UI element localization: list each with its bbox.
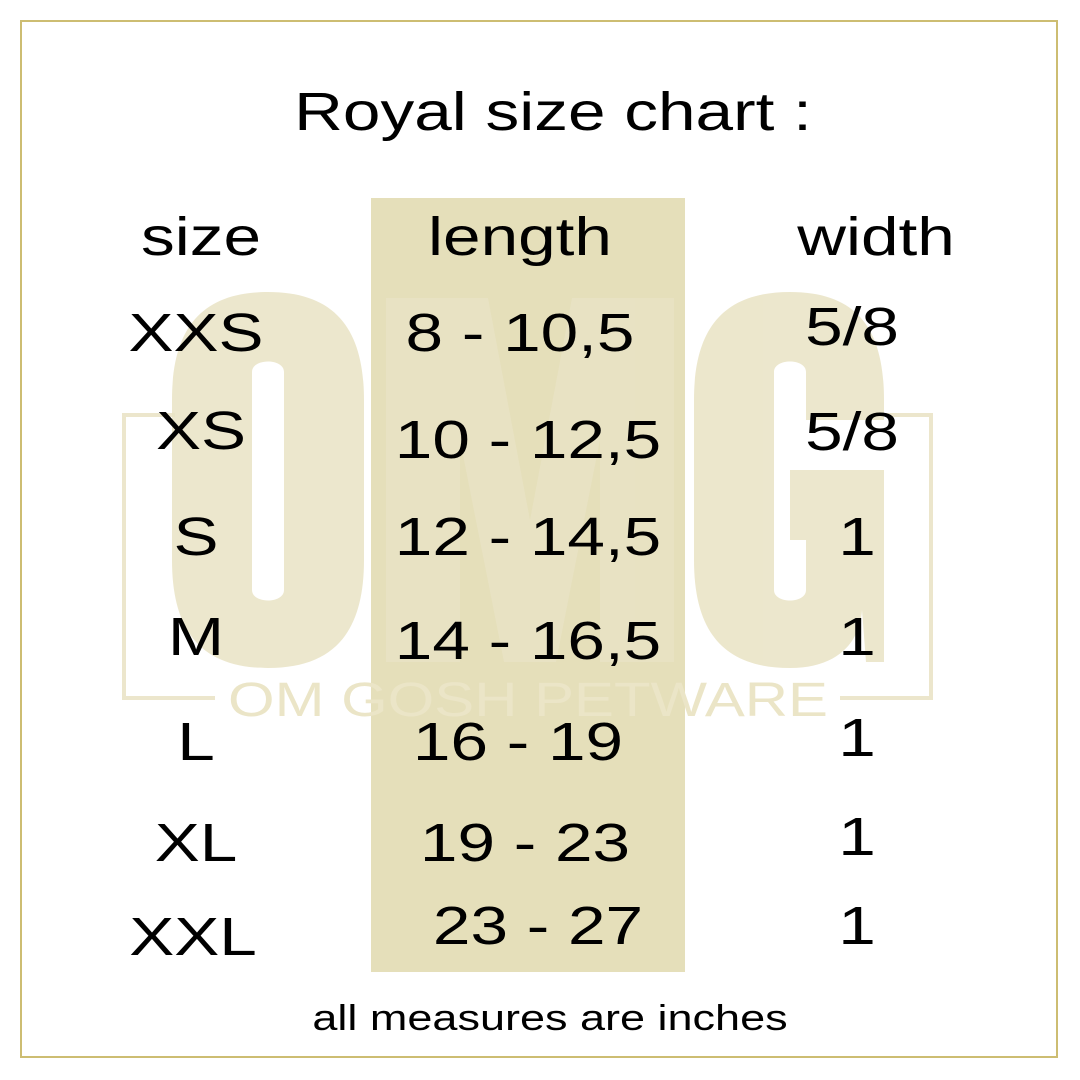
header-width: width — [797, 207, 955, 267]
size-cell: S — [173, 507, 219, 567]
width-cell: 1 — [838, 507, 876, 567]
width-cell: 1 — [838, 807, 876, 867]
width-cell: 5/8 — [805, 402, 899, 462]
length-cell: 23 - 27 — [432, 896, 644, 956]
size-cell: L — [177, 712, 215, 772]
size-cell: M — [167, 607, 225, 667]
length-cell: 16 - 19 — [412, 712, 624, 772]
header-length: length — [428, 207, 612, 267]
width-cell: 1 — [838, 607, 876, 667]
size-cell: XS — [155, 401, 247, 461]
length-cell: 8 - 10,5 — [405, 303, 635, 363]
length-cell: 14 - 16,5 — [394, 611, 662, 671]
length-cell: 10 - 12,5 — [394, 410, 662, 470]
width-cell: 1 — [838, 896, 876, 956]
chart-title: Royal size chart : — [294, 82, 812, 142]
length-cell: 12 - 14,5 — [394, 507, 662, 567]
width-cell: 1 — [838, 708, 876, 768]
length-cell: 19 - 23 — [419, 813, 631, 873]
size-cell: XL — [154, 813, 238, 873]
size-cell: XXL — [129, 907, 257, 967]
header-size: size — [140, 207, 262, 267]
units-footnote: all measures are inches — [312, 997, 788, 1038]
page-border — [20, 20, 1058, 1058]
width-cell: 5/8 — [805, 297, 899, 357]
svg-text:OM GOSH PETWARE: OM GOSH PETWARE — [228, 674, 828, 727]
size-cell: XXS — [128, 303, 264, 363]
